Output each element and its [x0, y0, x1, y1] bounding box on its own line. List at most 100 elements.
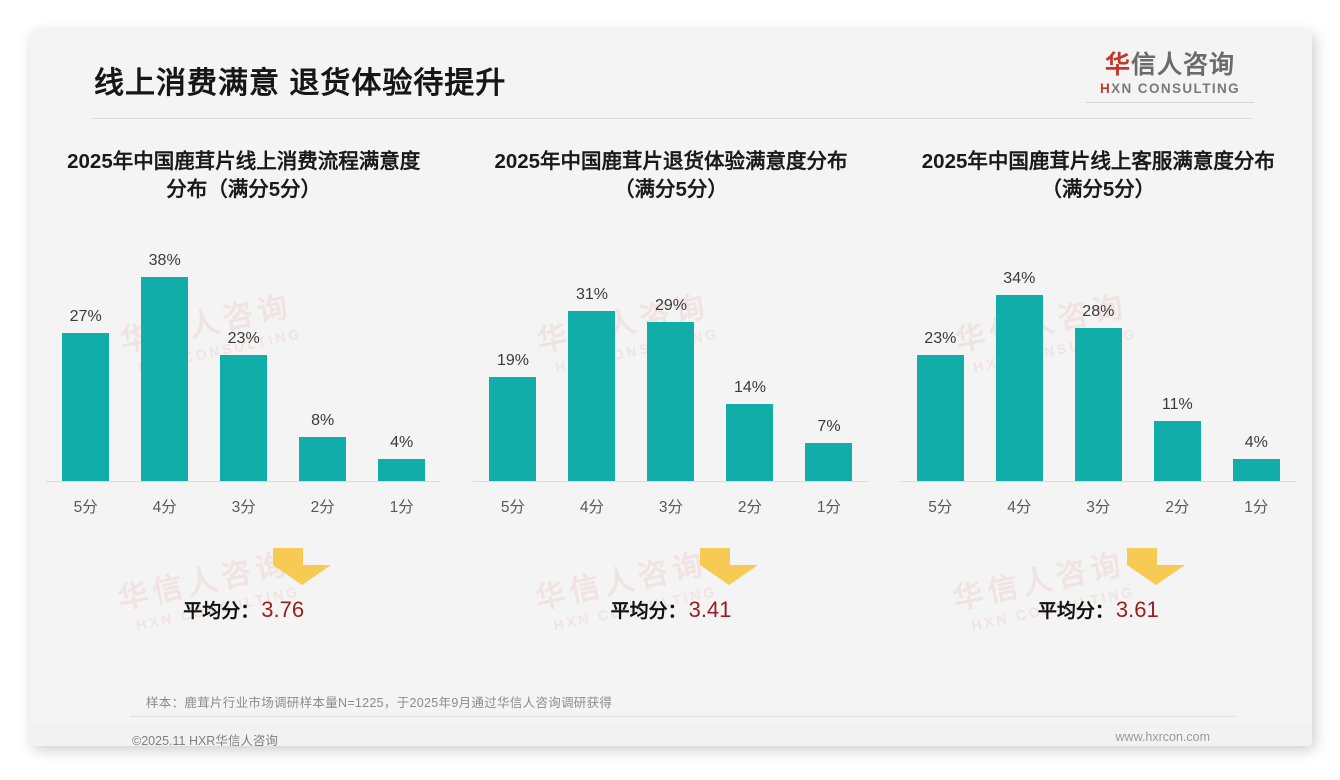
- x-axis-labels: 5分 4分 3分 2分 1分: [473, 495, 868, 517]
- bar-item[interactable]: 38%: [125, 252, 204, 481]
- footer-divider: [130, 716, 1235, 717]
- x-tick-label: 2分: [1165, 499, 1190, 516]
- bars-container: 23% 34% 28% 11% 4%: [901, 252, 1296, 481]
- x-tick-label: 1分: [816, 499, 842, 516]
- bar-item[interactable]: 31%: [552, 252, 631, 481]
- slide-footer: ©2025.11 HXR华信人咨询 www.hxrcon.com: [30, 724, 1312, 746]
- bar-rect[interactable]: [141, 277, 189, 481]
- x-tick-label: 4分: [579, 499, 605, 516]
- logo-english-rest: XN CONSULTING: [1111, 81, 1241, 97]
- bar-item[interactable]: 28%: [1059, 252, 1138, 481]
- x-tick-label: 5分: [500, 499, 526, 516]
- x-tick-label: 4分: [152, 499, 177, 516]
- bar-item[interactable]: 4%: [362, 252, 441, 481]
- bar-rect[interactable]: [916, 355, 964, 481]
- bar-rect[interactable]: [1232, 459, 1280, 481]
- bar-value-label: 11%: [1161, 395, 1193, 413]
- bar-item[interactable]: 19%: [473, 252, 552, 481]
- x-tick-label: 5分: [928, 499, 953, 516]
- bar-item[interactable]: 7%: [789, 252, 868, 481]
- arrow-head: [1127, 565, 1186, 585]
- x-axis-labels: 5分 4分 3分 2分 1分: [901, 495, 1296, 517]
- x-tick-label: 3分: [231, 499, 256, 516]
- x-tick-label: 3分: [658, 499, 684, 516]
- bar-value-label: 34%: [1003, 269, 1036, 287]
- arrow-stem: [272, 548, 303, 565]
- bar-value-label: 14%: [733, 379, 766, 397]
- bar-rect[interactable]: [1074, 327, 1122, 481]
- bar-item[interactable]: 23%: [204, 252, 283, 481]
- average-score: 平均分：3.61: [885, 596, 1312, 623]
- arrow-stem: [1127, 548, 1158, 565]
- bar-value-label: 38%: [148, 252, 181, 269]
- chart-panel-3: 华信人咨询 HXN CONSULTING 华信人咨询 HXN CONSULTIN…: [885, 148, 1312, 658]
- bar-item[interactable]: 29%: [631, 252, 710, 481]
- logo-chinese-accent: 华: [1104, 51, 1131, 79]
- bar-item[interactable]: 14%: [710, 252, 789, 481]
- arrow-head: [699, 565, 758, 585]
- bar-rect[interactable]: [995, 294, 1043, 481]
- bar-item[interactable]: 4%: [1217, 252, 1296, 481]
- bar-rect[interactable]: [489, 376, 537, 481]
- x-tick-label: 2分: [310, 499, 335, 516]
- logo-underline: [1086, 102, 1254, 104]
- bars-container: 27% 38% 23% 8% 4%: [46, 252, 441, 481]
- average-value: 3.61: [1115, 597, 1159, 622]
- bar-value-label: 4%: [1244, 434, 1268, 452]
- bar-value-label: 27%: [69, 308, 102, 326]
- bar-rect[interactable]: [62, 333, 110, 481]
- bar-rect[interactable]: [299, 437, 347, 481]
- bar-item[interactable]: 11%: [1138, 252, 1217, 481]
- x-tick-label: 4分: [1007, 499, 1032, 516]
- x-axis-line: [46, 481, 442, 482]
- charts-row: 华信人咨询 HXN CONSULTING 华信人咨询 HXN CONSULTIN…: [30, 148, 1312, 658]
- bar-value-label: 7%: [817, 417, 841, 435]
- bar-rect[interactable]: [726, 404, 774, 481]
- chart-title: 2025年中国鹿茸片退货体验满意度分布（满分5分）: [494, 150, 848, 201]
- x-tick-label: 5分: [73, 499, 98, 516]
- x-axis-labels: 5分 4分 3分 2分 1分: [46, 495, 441, 517]
- bar-value-label: 23%: [227, 330, 260, 348]
- slide-card: 线上消费满意 退货体验待提升 华信人咨询 HXN CONSULTING 华信人咨…: [30, 30, 1312, 746]
- bar-chart: 23% 34% 28% 11% 4% 5分 4分 3分 2分 1分: [900, 252, 1296, 516]
- bar-rect[interactable]: [805, 442, 853, 481]
- average-label: 平均分：: [610, 601, 687, 622]
- bar-item[interactable]: 34%: [980, 252, 1059, 481]
- average-label: 平均分：: [183, 601, 260, 622]
- arrow-stem: [699, 548, 730, 565]
- bar-item[interactable]: 8%: [283, 252, 362, 481]
- chart-panel-1: 华信人咨询 HXN CONSULTING 华信人咨询 HXN CONSULTIN…: [30, 148, 457, 658]
- bar-rect[interactable]: [568, 311, 616, 481]
- bar-value-label: 28%: [1082, 302, 1115, 320]
- logo-chinese: 华信人咨询: [1086, 52, 1254, 78]
- logo-english: HXN CONSULTING: [1086, 81, 1254, 96]
- bar-rect[interactable]: [647, 322, 695, 481]
- x-tick-label: 2分: [737, 499, 763, 516]
- bar-rect[interactable]: [1153, 420, 1201, 481]
- bar-value-label: 8%: [311, 412, 335, 430]
- page-title: 线上消费满意 退货体验待提升: [94, 67, 507, 100]
- bar-chart: 27% 38% 23% 8% 4% 5分 4分 3分 2分 1分: [46, 252, 442, 516]
- chart-title: 2025年中国鹿茸片线上客服满意度分布（满分5分）: [921, 150, 1275, 201]
- bar-item[interactable]: 27%: [46, 252, 125, 481]
- bar-value-label: 29%: [654, 297, 687, 315]
- bar-rect[interactable]: [378, 459, 426, 481]
- x-tick-label: 3分: [1086, 499, 1111, 516]
- bar-item[interactable]: 23%: [901, 252, 980, 481]
- bars-container: 19% 31% 29% 14% 7%: [473, 252, 868, 481]
- average-label: 平均分：: [1037, 601, 1114, 622]
- average-score: 平均分：3.41: [457, 596, 884, 623]
- bar-value-label: 4%: [390, 434, 414, 452]
- slide-header: 线上消费满意 退货体验待提升: [30, 30, 1312, 122]
- average-score: 平均分：3.76: [30, 596, 457, 623]
- x-axis-line: [900, 481, 1296, 482]
- bar-value-label: 31%: [575, 286, 608, 304]
- average-value: 3.41: [688, 597, 732, 622]
- average-value: 3.76: [261, 597, 305, 622]
- website-text: www.hxrcon.com: [1115, 730, 1210, 744]
- logo-english-accent: H: [1099, 81, 1112, 97]
- x-tick-label: 1分: [389, 499, 414, 516]
- bar-value-label: 23%: [924, 330, 957, 348]
- bar-rect[interactable]: [220, 355, 268, 481]
- chart-title: 2025年中国鹿茸片线上消费流程满意度分布（满分5分）: [67, 150, 421, 201]
